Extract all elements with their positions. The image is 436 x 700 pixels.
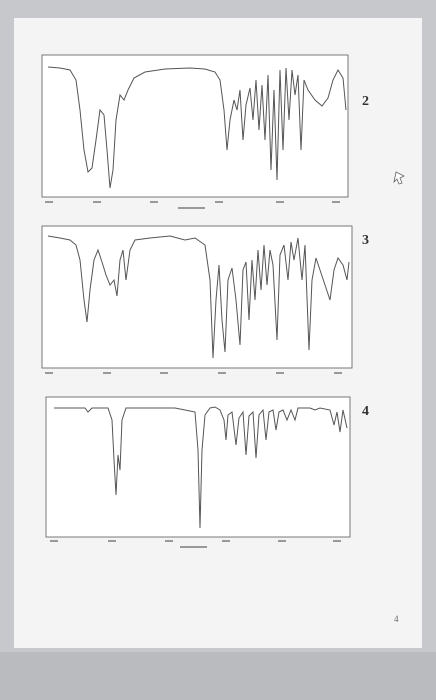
x-ticks bbox=[50, 540, 341, 548]
spectrum-2: 2 bbox=[41, 54, 369, 209]
spectrum-label: 3 bbox=[362, 233, 369, 248]
screen-bezel bbox=[0, 652, 436, 700]
spectrum-4: 4 bbox=[45, 396, 369, 548]
spectrum-label: 4 bbox=[362, 404, 369, 419]
spectrum-line bbox=[47, 235, 350, 359]
page-number: 4 bbox=[394, 614, 399, 624]
x-ticks bbox=[45, 201, 340, 209]
spectrum-3: 3 bbox=[41, 225, 369, 374]
plot-frame bbox=[41, 225, 353, 369]
mouse-cursor bbox=[393, 171, 405, 185]
spectrum-line bbox=[47, 66, 347, 189]
spectrum-line bbox=[54, 406, 348, 529]
spectrum-label: 2 bbox=[362, 94, 369, 109]
